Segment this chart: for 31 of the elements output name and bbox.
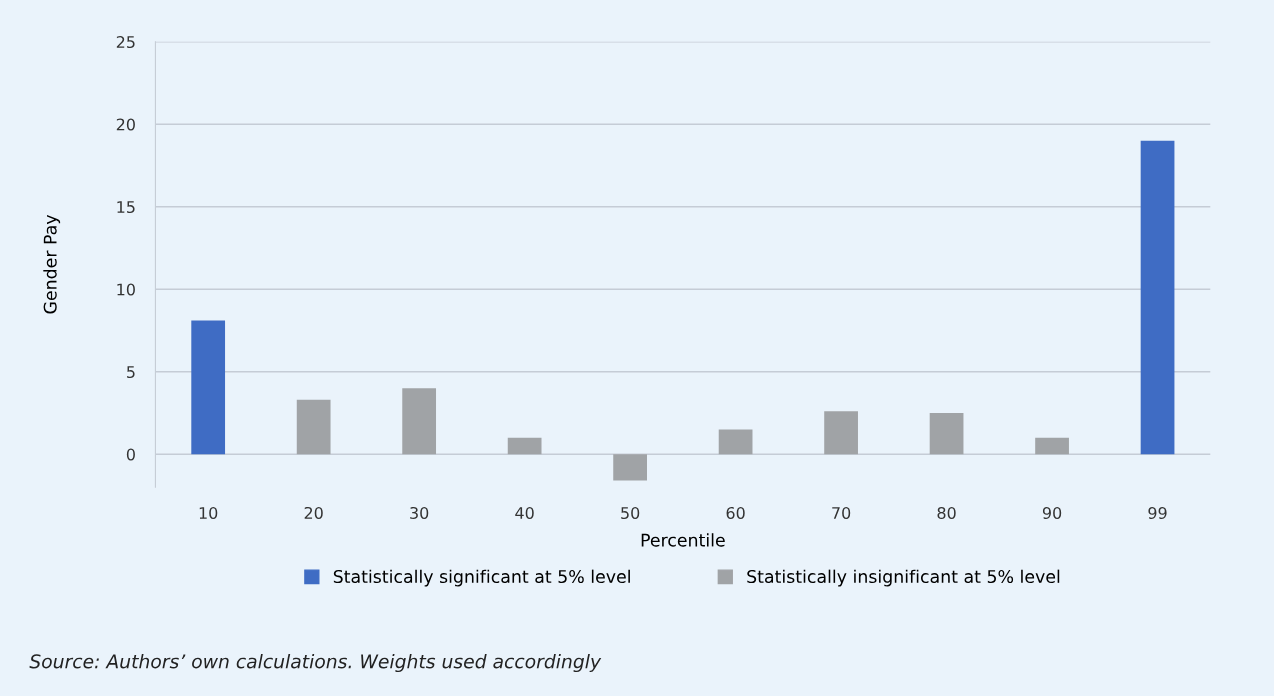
- x-tick-label: 30: [410, 506, 429, 520]
- source-note: Source: Authors’ own calculations. Weights used accordingly: [29, 653, 602, 673]
- legend-label: Statistically insignificant at 5% level: [747, 569, 1060, 587]
- x-tick-label: 10: [199, 506, 218, 520]
- x-tick-label: 60: [726, 506, 745, 520]
- x-tick-label: 40: [515, 506, 534, 520]
- y-tick-label: 0: [126, 448, 135, 461]
- bar: [1140, 140, 1175, 455]
- y-tick-label: 20: [116, 118, 135, 131]
- bar: [929, 412, 964, 455]
- y-axis-title: Gender Pay: [43, 214, 61, 314]
- bar: [402, 388, 437, 455]
- bar: [824, 411, 858, 455]
- bar: [191, 320, 226, 455]
- legend-label: Statistically significant at 5% level: [333, 569, 630, 587]
- y-tick-label: 5: [127, 366, 135, 379]
- x-tick-label: 20: [304, 506, 323, 520]
- y-tick-label: 15: [117, 201, 135, 214]
- bar: [613, 454, 647, 481]
- x-tick-label: 80: [937, 506, 956, 520]
- x-tick-label: 70: [832, 506, 851, 520]
- y-tick-label: 25: [116, 35, 135, 49]
- x-tick-label: 99: [1148, 506, 1167, 520]
- bar: [718, 429, 753, 455]
- x-tick-label: 90: [1042, 506, 1062, 520]
- x-axis-title: Percentile: [641, 533, 725, 547]
- bar: [507, 437, 542, 455]
- bar: [296, 399, 331, 455]
- y-tick-label: 10: [117, 283, 135, 296]
- x-tick-label: 50: [621, 506, 640, 520]
- bar: [1035, 437, 1069, 455]
